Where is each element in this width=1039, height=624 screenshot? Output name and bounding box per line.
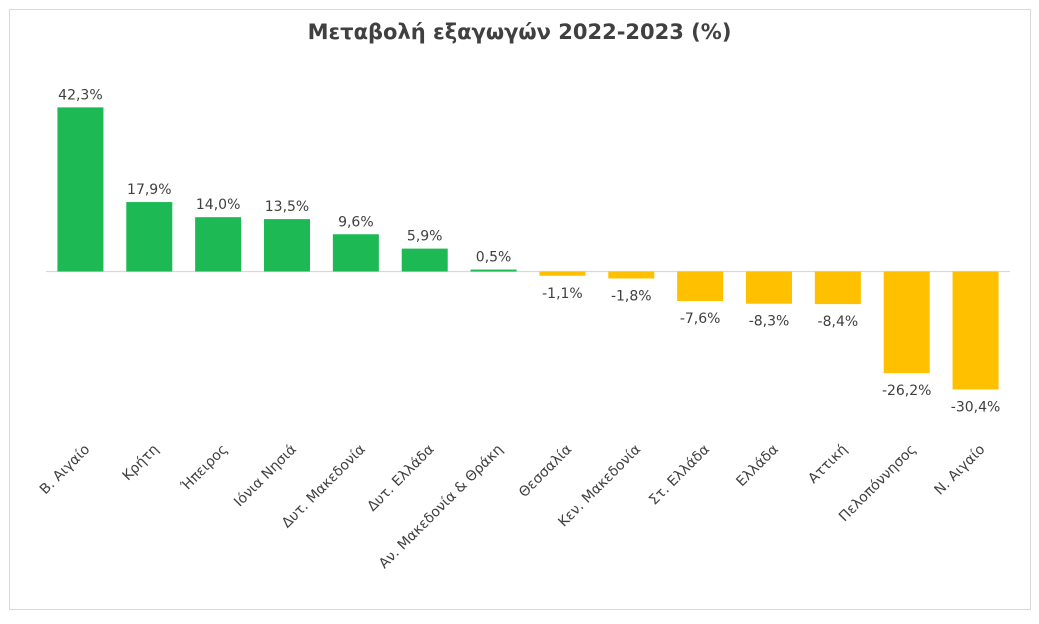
bar [332,234,379,272]
bar [677,271,724,301]
category-tick-label: Β. Αιγαίο [37,442,93,498]
bar [470,269,517,272]
data-label: -7,6% [680,311,721,327]
category-tick-label: Ελλάδα [733,442,781,490]
bar [401,248,448,272]
data-label: 5,9% [407,229,443,245]
data-label: -1,1% [542,286,583,302]
category-tick-label: Αν. Μακεδονία & Θράκη [376,442,506,572]
data-label: 13,5% [265,199,309,215]
bar [264,219,310,272]
data-label: -8,4% [818,314,859,330]
bar [814,271,861,305]
data-label: 0,5% [476,250,512,266]
bar [883,271,930,374]
bar [57,107,104,272]
data-label: -8,3% [749,314,790,330]
data-label: -26,2% [882,383,932,399]
category-tick-label: Ιόνια Νησιά [231,442,300,511]
data-label: 14,0% [196,197,240,213]
category-tick-label: Αττική [805,442,850,487]
data-label: -30,4% [951,399,1001,415]
category-tick-label: Δυτ. Ελλάδα [364,442,437,515]
bar [539,271,586,276]
data-label: 42,3% [58,87,102,103]
bar [608,271,655,279]
bar [126,202,173,272]
category-tick-label: Ν. Αιγαίο [931,442,988,499]
bar [746,271,792,304]
chart-frame [9,9,1031,610]
category-tick-label: Κρήτη [120,442,163,485]
bar [195,217,242,272]
chart-title: Μεταβολή εξαγωγών 2022-2023 (%) [307,20,732,44]
bar [952,271,999,390]
data-label: 9,6% [338,214,374,230]
category-tick-label: Ήπειρος [178,442,231,495]
category-tick-label: Θεσσαλία [516,442,575,501]
data-label: 17,9% [127,182,171,198]
category-tick-label: Στ. Ελλάδα [646,442,713,509]
data-label: -1,8% [611,288,652,304]
